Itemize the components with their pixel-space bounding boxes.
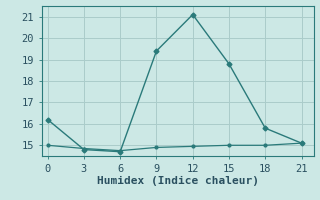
X-axis label: Humidex (Indice chaleur): Humidex (Indice chaleur) <box>97 176 259 186</box>
